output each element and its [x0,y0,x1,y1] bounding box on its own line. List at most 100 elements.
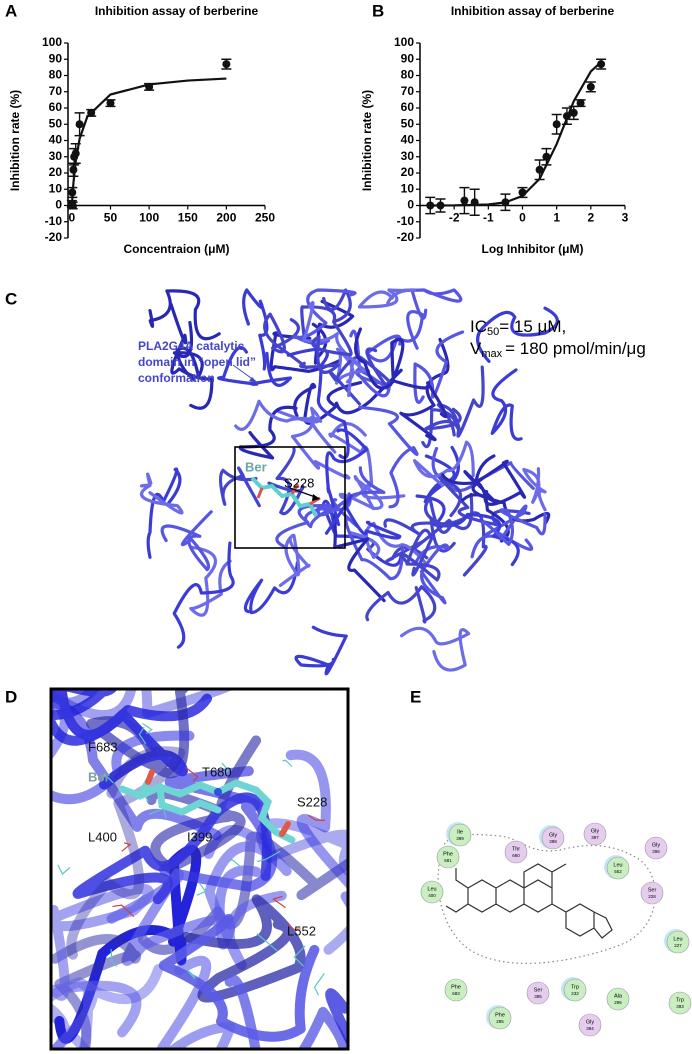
residue-name: Phe [451,984,461,990]
ribbon [413,330,465,404]
y-tick-label: 70 [49,84,63,98]
y-tick-label: 50 [49,116,63,130]
ribbon [267,447,305,516]
y-tick-label: 20 [401,165,415,179]
y-axis-label: Inhibition rate (%) [8,90,22,191]
ribbon [52,964,164,1048]
x-tick-label: -1 [483,211,494,225]
residue-number: 393 [676,1004,684,1009]
ribbon [158,913,320,1042]
annotation: domain in “open lid” [138,355,256,369]
zoom-box [234,446,346,549]
ribbon [333,511,386,603]
arrow-head [249,377,259,384]
residue-number: 295 [496,1019,504,1024]
ribbon [169,302,214,410]
side-chain [229,859,242,868]
ligand-sticks [250,476,321,517]
residue-name: Leu [427,886,436,892]
residue-name: Ile [457,829,463,835]
point [535,165,544,174]
residue-node [488,1006,512,1030]
x-tick-label: 0 [519,211,526,225]
ribbon [172,541,235,649]
ribbon [224,974,347,1048]
point [501,198,510,207]
residue-name: Gly [586,1019,595,1025]
ribbon [470,504,534,559]
ribbon [106,865,262,966]
ribbon [181,894,306,1003]
panel-label: A [5,1,17,20]
panel-label: E [410,687,421,706]
ribbon [331,498,405,581]
residue-label: I399 [187,829,212,844]
ribbon [294,625,348,676]
side-chain [221,762,230,774]
residue-number: 228 [648,894,656,899]
residue-node [644,836,668,860]
ribbon [481,508,547,546]
ribbon [139,472,184,515]
x-axis-label: Log Inhibitor (μM) [482,242,584,256]
residue-node [668,991,692,1015]
residue-name: Leu [673,936,682,942]
ribbon [365,310,425,363]
residue-name: Gly [549,832,558,838]
side-chain [282,759,293,767]
residues: Ile399Phe681Thr680Gly398Gly397Gly396Leu5… [420,822,692,1037]
ribbon [357,288,417,309]
residue-name: Ala [614,993,623,999]
side-chain [101,773,114,784]
residue-node [448,823,472,847]
residue-number: 680 [512,853,520,858]
panel-label: B [372,1,384,20]
y-tick-label: -10 [45,214,63,228]
x-tick-label: 3 [622,211,629,225]
subscript: max [481,348,502,360]
ribbon [52,690,100,760]
point [562,112,571,121]
ribbon [72,792,272,905]
side-chain [196,882,207,896]
ribbon [52,690,212,746]
residue-number: 397 [591,835,599,840]
residue-number: 232 [571,991,579,996]
y-tick-label: 30 [49,149,63,163]
ribbon [52,730,195,805]
point [460,196,469,205]
ribbon [242,288,269,371]
ribbon [148,289,221,341]
residue-label: S228 [297,794,327,809]
y-tick-label: 80 [401,68,415,82]
ribbon [300,288,352,343]
residue-node [541,826,565,850]
residue-node [420,880,444,904]
residue-name: Phe [443,851,453,857]
ribbon [413,440,475,487]
point [222,60,231,69]
residue-name: Leu [613,862,622,868]
point [145,82,154,91]
y-tick-label: 100 [394,35,414,49]
y-tick-label: 30 [401,149,415,163]
residue-name: Ser [534,987,543,993]
residue-label: S228 [284,475,314,490]
side-chain [293,945,306,967]
y-tick-label: 10 [49,181,63,195]
y-tick-label: -20 [397,230,415,244]
residue-name: Thr [512,846,520,852]
chart-title: Inhibition assay of berberine [451,4,615,18]
ribbon [52,690,222,841]
residue-node [504,840,528,864]
point [68,188,77,197]
ribbon [146,467,182,559]
ligand-label: Ber [245,459,267,474]
point [569,108,578,117]
ribbon [522,467,547,512]
ribbon [490,368,523,441]
residue-name: Trp [676,997,684,1003]
ribbon [334,337,405,415]
side-chain [256,933,278,952]
point [106,99,115,108]
